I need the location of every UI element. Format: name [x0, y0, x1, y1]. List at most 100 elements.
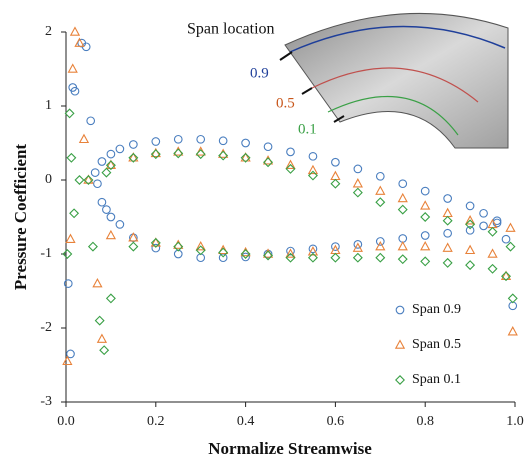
x-tick-label: 0.4: [237, 414, 255, 429]
data-point: [443, 217, 451, 225]
data-point: [93, 279, 101, 287]
data-point: [332, 158, 340, 166]
data-point: [102, 168, 110, 176]
data-point: [219, 137, 227, 145]
data-point: [309, 166, 317, 174]
data-point: [331, 254, 339, 262]
data-point: [65, 109, 73, 117]
data-point: [152, 244, 160, 252]
data-point: [466, 202, 474, 210]
legend-marker: [396, 341, 404, 349]
data-point: [331, 172, 339, 180]
data-point: [70, 209, 78, 217]
data-point: [103, 206, 111, 214]
data-point: [107, 294, 115, 302]
x-tick-label: 0.0: [57, 414, 75, 429]
data-point: [197, 150, 205, 158]
data-point: [399, 194, 407, 202]
data-point: [488, 265, 496, 273]
data-point: [480, 222, 488, 230]
data-point: [354, 188, 362, 196]
data-point: [421, 257, 429, 265]
data-point: [174, 136, 182, 144]
data-point: [421, 213, 429, 221]
data-point: [242, 139, 250, 147]
data-point: [466, 261, 474, 269]
data-point: [399, 180, 407, 188]
data-point: [399, 242, 407, 250]
data-point: [376, 187, 384, 195]
data-point: [107, 231, 115, 239]
data-point: [89, 242, 97, 250]
data-point: [129, 242, 137, 250]
data-point: [502, 235, 510, 243]
data-point: [354, 165, 362, 173]
x-tick-label: 0.8: [416, 414, 434, 429]
data-point: [444, 195, 452, 203]
data-point: [309, 171, 317, 179]
inset-title: Span location: [187, 21, 275, 38]
data-point: [466, 227, 474, 235]
data-point: [376, 254, 384, 262]
data-point: [399, 205, 407, 213]
span-label: 0.5: [276, 95, 295, 111]
y-tick-label: -2: [40, 320, 52, 335]
y-tick-label: 2: [45, 24, 52, 39]
data-point: [75, 176, 83, 184]
y-axis-title: Pressure Coefficient: [11, 144, 30, 291]
data-point: [95, 316, 103, 324]
data-point: [443, 244, 451, 252]
data-point: [377, 173, 385, 181]
data-point: [506, 242, 514, 250]
legend-label: Span 0.5: [412, 337, 461, 352]
y-tick-label: -3: [40, 394, 52, 409]
data-point: [421, 242, 429, 250]
data-point: [69, 65, 77, 73]
data-point: [107, 150, 115, 158]
data-point: [480, 210, 488, 218]
data-point: [488, 228, 496, 236]
data-point: [421, 201, 429, 209]
data-point: [130, 141, 138, 149]
data-point: [100, 346, 108, 354]
data-point: [309, 153, 317, 161]
data-point: [376, 198, 384, 206]
data-point: [354, 179, 362, 187]
data-point: [98, 158, 106, 166]
data-point: [509, 327, 517, 335]
data-point: [466, 246, 474, 254]
data-point: [98, 198, 106, 206]
data-point: [242, 253, 250, 261]
x-tick-label: 0.2: [147, 414, 165, 429]
data-point: [399, 255, 407, 263]
data-point: [509, 294, 517, 302]
data-point: [91, 169, 99, 177]
span-label: 0.9: [250, 65, 269, 81]
data-point: [67, 154, 75, 162]
x-tick-label: 1.0: [506, 414, 524, 429]
data-point: [197, 136, 205, 144]
data-point: [506, 224, 514, 232]
data-point: [94, 180, 102, 188]
data-point: [287, 148, 295, 156]
data-point: [488, 250, 496, 258]
data-point: [87, 117, 95, 125]
legend-marker: [396, 376, 404, 384]
y-tick-label: 0: [45, 172, 52, 187]
data-point: [66, 235, 74, 243]
y-tick-label: 1: [45, 98, 52, 113]
data-point: [219, 254, 227, 262]
data-point: [354, 254, 362, 262]
y-tick-label: -1: [40, 246, 52, 261]
x-tick-label: 0.6: [327, 414, 345, 429]
x-axis-title: Normalize Streamwise: [208, 439, 372, 458]
data-point: [98, 335, 106, 343]
data-point: [107, 213, 115, 221]
data-point: [116, 221, 124, 229]
data-point: [152, 138, 160, 146]
data-point: [219, 246, 227, 254]
data-point: [443, 259, 451, 267]
data-point: [421, 232, 429, 240]
chart: Span location 0.9 0.5 0.1 Normalize Stre…: [0, 0, 526, 465]
data-point: [264, 143, 272, 151]
